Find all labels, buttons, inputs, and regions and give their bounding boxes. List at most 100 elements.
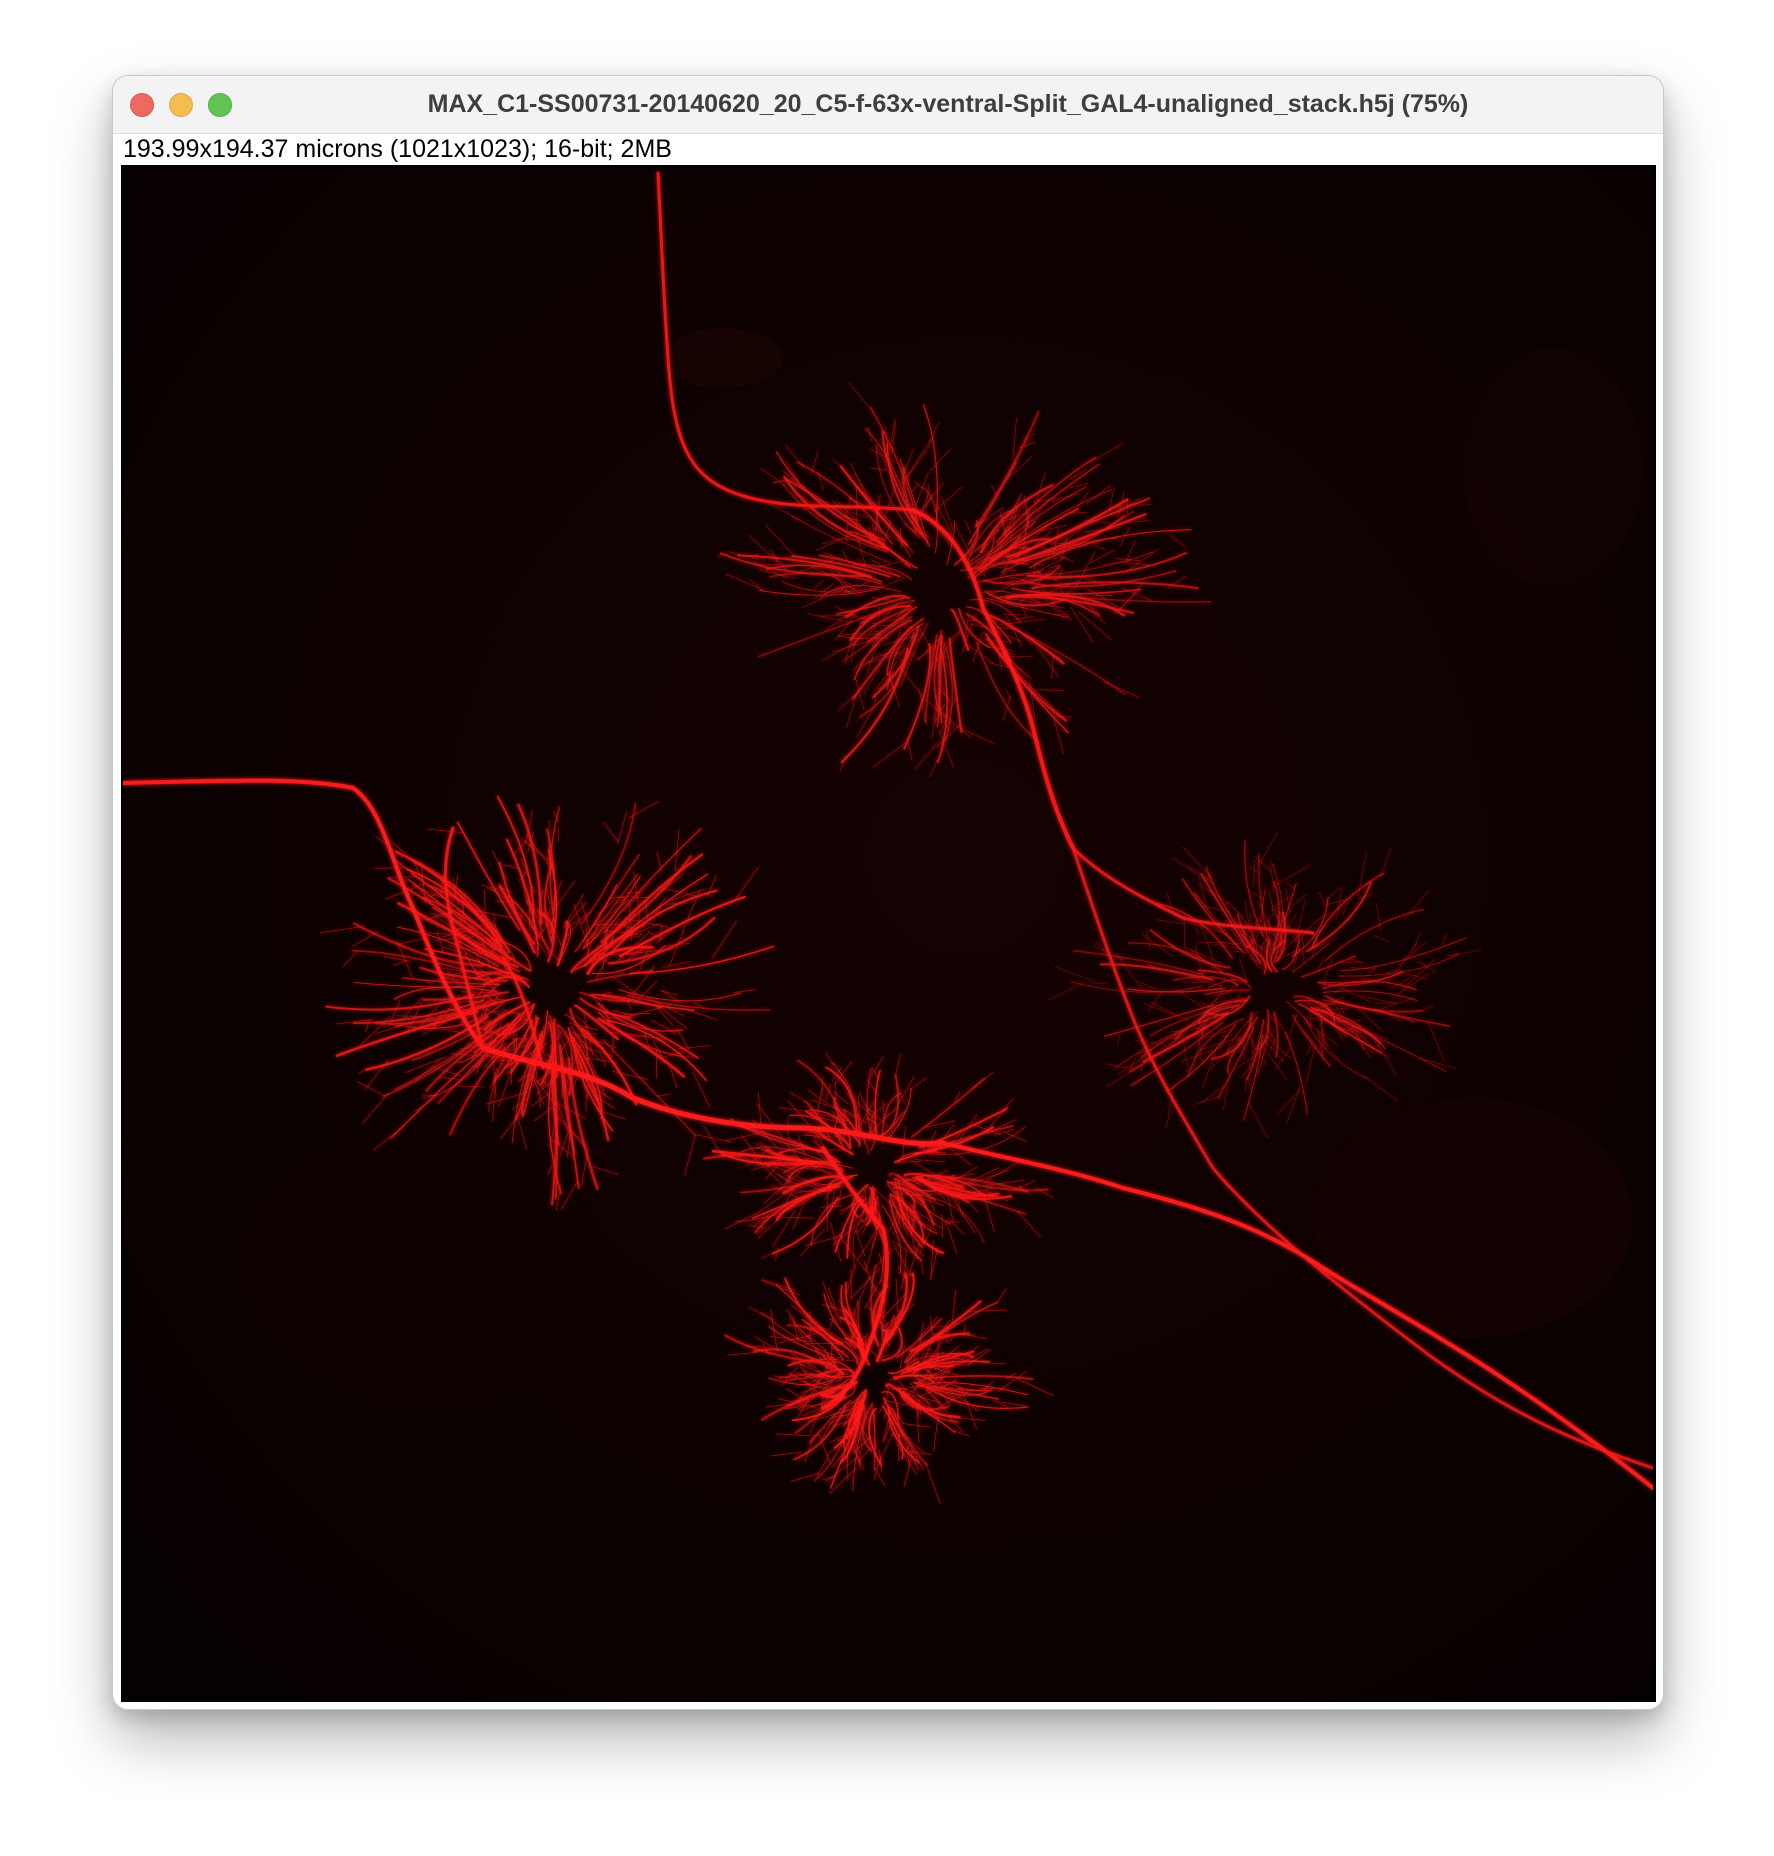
neurite <box>825 1361 858 1376</box>
neurite <box>878 1401 887 1414</box>
neurite <box>845 1092 877 1120</box>
neurite <box>720 1152 822 1166</box>
neurite <box>792 1391 846 1422</box>
neurite <box>970 553 982 562</box>
neurite <box>451 920 475 936</box>
neurite <box>1310 872 1385 949</box>
neurite <box>496 1003 535 1036</box>
neurite <box>927 700 956 729</box>
neurite <box>1258 853 1269 942</box>
neurite <box>918 1383 946 1409</box>
neurite <box>818 1408 857 1420</box>
neurite <box>554 1101 587 1120</box>
neurite <box>1260 886 1266 922</box>
neurite <box>1198 1001 1220 1010</box>
neurite <box>559 1124 571 1157</box>
neurite <box>1187 865 1217 886</box>
neurite <box>848 382 873 411</box>
neurite <box>941 1214 943 1238</box>
neurite <box>893 1387 933 1406</box>
neurite <box>1290 893 1308 908</box>
neurite <box>869 624 908 627</box>
neurite <box>791 1185 811 1188</box>
neurite <box>1051 493 1080 502</box>
neurite <box>464 969 524 983</box>
neurite <box>608 1031 647 1037</box>
neurite <box>857 1113 866 1147</box>
neurite <box>1147 988 1164 1013</box>
neurite <box>898 1386 950 1411</box>
neurite <box>962 613 976 654</box>
image-frame <box>121 165 1656 1702</box>
neurite <box>901 1214 909 1236</box>
neurite <box>454 935 468 955</box>
neurite <box>932 1388 956 1403</box>
neurite <box>1083 577 1104 585</box>
neurite <box>585 1068 588 1112</box>
neurite <box>561 1062 564 1099</box>
zoom-window-button[interactable] <box>208 93 232 117</box>
neurite <box>1117 1051 1152 1075</box>
neurite <box>1136 1048 1153 1055</box>
neurite <box>1143 1003 1177 1017</box>
neurite <box>954 524 971 556</box>
neurite <box>783 470 888 548</box>
neurite <box>836 596 907 615</box>
neurite <box>1401 972 1428 980</box>
neurite <box>996 1288 1007 1304</box>
neurite <box>1054 576 1073 580</box>
neurite <box>495 900 518 904</box>
neurite <box>933 630 943 712</box>
neurite <box>948 1334 956 1344</box>
neurite <box>795 1175 825 1189</box>
neurite <box>822 1281 834 1311</box>
neurite <box>570 1130 587 1150</box>
neurite <box>926 1387 1029 1410</box>
neurite <box>850 1267 881 1299</box>
neurite <box>1385 969 1400 974</box>
neurite <box>899 1187 951 1225</box>
neurite <box>948 1218 965 1235</box>
neurite <box>655 930 673 944</box>
close-window-button[interactable] <box>130 93 154 117</box>
neurite <box>693 1001 704 1009</box>
neurite <box>971 1071 994 1090</box>
neurite <box>778 1107 808 1112</box>
neurite <box>487 1067 498 1112</box>
neurite <box>921 1361 958 1382</box>
neurite <box>981 543 990 552</box>
neurite <box>663 961 691 968</box>
neuron-image-canvas[interactable] <box>123 168 1653 1700</box>
neurite <box>1028 602 1064 609</box>
neurite <box>788 1404 803 1408</box>
neurite <box>902 1355 961 1372</box>
neurite <box>1128 942 1224 973</box>
neurite <box>792 1315 799 1342</box>
neurite <box>522 1024 531 1046</box>
neurite <box>736 554 873 578</box>
neurite <box>801 1167 834 1174</box>
neurite <box>413 882 433 904</box>
neurite <box>832 499 860 530</box>
neurite <box>813 1148 839 1173</box>
neurite <box>991 626 1017 630</box>
minimize-window-button[interactable] <box>169 93 193 117</box>
neurite <box>1023 433 1035 441</box>
title-bar[interactable]: MAX_C1-SS00731-20140620_20_C5-f-63x-vent… <box>113 76 1663 134</box>
neurite <box>818 1432 831 1464</box>
neurite <box>936 503 953 535</box>
neurite <box>1380 848 1391 877</box>
neurite <box>520 1051 528 1063</box>
neurite <box>782 1175 843 1195</box>
neurite <box>643 1031 650 1049</box>
neurite <box>965 526 1012 568</box>
neurite <box>899 527 902 550</box>
neurite <box>668 930 684 967</box>
neurite <box>941 1141 1653 1490</box>
neurite <box>1004 505 1016 533</box>
neurite <box>925 1129 937 1154</box>
neurite <box>390 1039 498 1139</box>
neurite <box>1022 512 1029 554</box>
neurite <box>1182 1038 1188 1069</box>
neurite <box>646 996 686 1017</box>
